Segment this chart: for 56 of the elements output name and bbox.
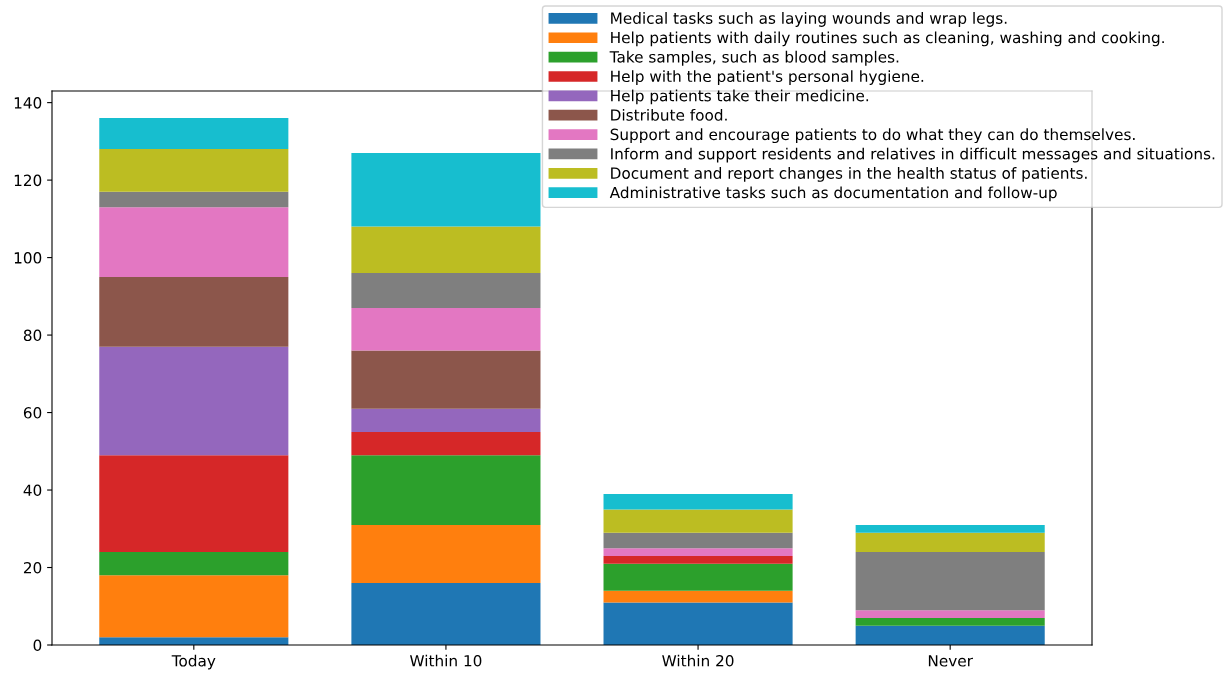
bar <box>855 617 1045 626</box>
y-tick-label: 0 <box>33 639 42 652</box>
legend-label: Take samples, such as blood samples. <box>609 50 899 66</box>
bar <box>603 493 793 510</box>
bar <box>603 602 793 645</box>
bar <box>603 563 793 591</box>
bar <box>603 509 793 533</box>
y-tick-label: 40 <box>23 484 42 497</box>
legend-label: Inform and support residents and relatives in difficult messages and situations. <box>611 147 1215 163</box>
x-tick-label: Within 10 <box>410 654 482 667</box>
bar <box>351 583 541 645</box>
y-tick-label: 20 <box>23 561 42 574</box>
legend-label: Distribute food. <box>611 108 727 121</box>
bar <box>99 207 289 277</box>
bar <box>855 552 1045 611</box>
bar <box>855 524 1045 533</box>
bar <box>99 346 289 456</box>
legend-label: Support and encourage patients to do what they can do themselves. <box>610 128 1135 144</box>
x-tick-label: Never <box>928 655 973 667</box>
bar <box>99 552 289 576</box>
bar <box>99 455 289 553</box>
bar <box>855 625 1045 645</box>
x-tick-label: Today <box>171 654 216 670</box>
y-tick-label: 100 <box>14 252 42 264</box>
bar <box>351 350 541 409</box>
y-tick-label: 120 <box>14 174 42 187</box>
bar <box>603 532 793 549</box>
legend-label: Medical tasks such as laying wounds and wrap legs. <box>611 12 1007 27</box>
bar <box>603 548 793 556</box>
legend-label: Help patients with daily routines such as cleaning, washing and cooking. <box>611 31 1164 47</box>
legend-label: Help patients take their medicine. <box>611 89 869 105</box>
legend-label: Administrative tasks such as documentation and follow-up <box>609 186 1057 202</box>
bar <box>351 152 541 227</box>
bar <box>99 575 289 638</box>
bar <box>99 149 289 192</box>
bar <box>351 431 541 456</box>
y-tick-label: 60 <box>23 407 42 419</box>
bar <box>351 408 541 432</box>
bar <box>351 307 541 351</box>
bar <box>99 276 289 347</box>
legend-label: Help with the patient's personal hygiene. <box>611 70 924 86</box>
legend-label: Document and report changes in the health status of patients. <box>611 167 1087 182</box>
y-tick-label: 140 <box>14 97 42 109</box>
bar <box>855 610 1045 618</box>
bar <box>99 191 289 208</box>
bar <box>855 532 1045 553</box>
bar <box>351 226 541 274</box>
y-tick-label: 80 <box>23 329 42 342</box>
bar <box>603 590 793 603</box>
bar <box>99 637 289 645</box>
bar <box>603 555 793 564</box>
bar <box>351 455 541 525</box>
x-tick-label: Within 20 <box>662 654 734 667</box>
bar <box>99 118 289 150</box>
bar <box>351 524 541 584</box>
bar <box>351 273 541 308</box>
